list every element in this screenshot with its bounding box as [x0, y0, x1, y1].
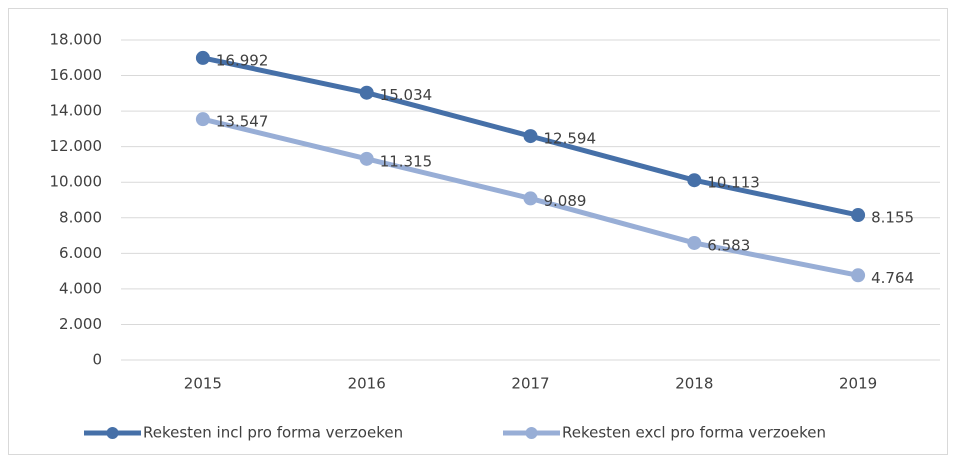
legend-label: Rekesten excl pro forma verzoeken [562, 424, 826, 442]
y-tick-label: 0 [92, 351, 102, 369]
data-label: 13.547 [216, 113, 269, 131]
data-label: 9.089 [544, 192, 587, 210]
data-label: 4.764 [871, 269, 914, 287]
data-point [851, 268, 866, 283]
data-label: 6.583 [707, 236, 750, 254]
y-tick-label: 2.000 [59, 315, 102, 333]
legend-marker [106, 427, 119, 439]
data-label: 10.113 [707, 174, 760, 192]
data-label: 15.034 [380, 86, 433, 104]
data-point [523, 129, 538, 144]
y-tick-label: 6.000 [59, 244, 102, 262]
data-point [523, 191, 538, 206]
x-tick-label: 2015 [184, 375, 222, 393]
data-point [195, 50, 210, 65]
y-tick-label: 8.000 [59, 208, 102, 226]
data-point [687, 173, 702, 188]
y-tick-label: 12.000 [50, 137, 103, 155]
data-point [195, 112, 210, 127]
x-tick-label: 2019 [839, 375, 877, 393]
data-label: 11.315 [380, 152, 433, 170]
data-label: 16.992 [216, 51, 269, 69]
data-point [359, 85, 374, 100]
data-label: 8.155 [871, 209, 914, 227]
x-tick-label: 2016 [348, 375, 386, 393]
y-tick-label: 16.000 [50, 66, 103, 84]
data-point [687, 235, 702, 250]
y-tick-label: 10.000 [50, 173, 103, 191]
x-tick-label: 2017 [511, 375, 549, 393]
data-label: 12.594 [544, 130, 597, 148]
legend-marker [525, 427, 538, 439]
data-point [851, 208, 866, 223]
y-tick-label: 4.000 [59, 279, 102, 297]
legend-label: Rekesten incl pro forma verzoeken [143, 424, 403, 442]
chart-border [8, 8, 948, 455]
x-tick-label: 2018 [675, 375, 713, 393]
y-tick-label: 18.000 [50, 31, 103, 49]
data-point [359, 151, 374, 166]
y-tick-label: 14.000 [50, 102, 103, 120]
